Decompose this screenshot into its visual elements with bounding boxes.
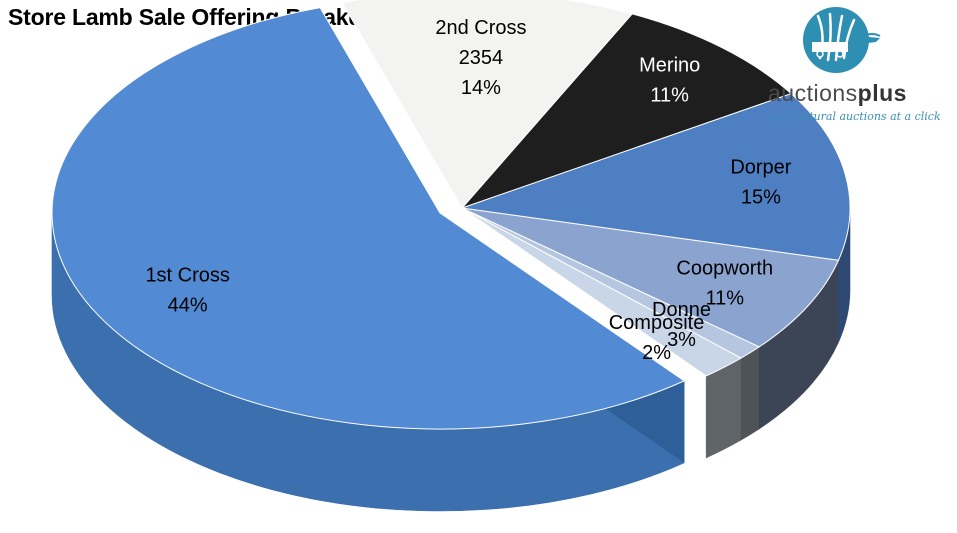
slice-label-line: 44% <box>168 294 208 316</box>
slice-label-line: 3% <box>667 329 696 351</box>
logo-wordmark-part1: auctions <box>768 80 858 106</box>
slice-label-line: 2354 <box>459 47 504 69</box>
slice-label-line: 11% <box>650 85 689 107</box>
logo-wordmark-part2: plus <box>857 80 907 106</box>
slice-label-line: 11% <box>705 288 744 310</box>
pie-slice-1st-cross <box>51 7 686 430</box>
slice-label-coopworth: Coopworth 11% <box>676 258 773 310</box>
slice-labels: 1st Cross 44% 2nd Cross 2354 14% Merino 11% Dor… <box>145 17 791 364</box>
slice-label-merino: Merino 11% <box>639 55 700 107</box>
slice-label-line: Dorper <box>730 157 791 179</box>
slice-label-line: 14% <box>461 77 501 99</box>
slice-label-line: Donne <box>652 299 711 321</box>
pie-slice-coopworth <box>461 207 840 348</box>
auctionsplus-logo: auctionsplus agricultural auctions at a … <box>768 6 950 126</box>
slice-label-composite: Composite 2% <box>609 312 705 364</box>
slice-side-composite <box>740 346 760 441</box>
pie-tops <box>51 0 851 430</box>
logo-wordmark: auctionsplus <box>768 80 907 107</box>
slice-label-line: Coopworth <box>676 258 773 280</box>
slice-label-dorper: Dorper 15% <box>730 157 791 209</box>
slice-label-donne: Donne 3% <box>652 299 711 351</box>
chart-title: Store Lamb Sale Offering Breakdown <box>8 4 408 30</box>
slice-label-line: 15% <box>741 187 781 209</box>
slice-label-line: 2nd Cross <box>435 17 526 39</box>
slice-label-line: Composite <box>609 312 705 334</box>
pie-slice-dorper <box>461 92 851 261</box>
slice-label-1st-cross: 1st Cross 44% <box>145 264 229 316</box>
pie-slice-2nd-cross <box>341 0 633 209</box>
slice-label-line: 1st Cross <box>145 264 229 286</box>
slice-label-line: 2% <box>642 342 671 364</box>
slice-label-line: Merino <box>639 55 700 77</box>
logo-tagline: agricultural auctions at a click <box>770 110 941 123</box>
pie-slice-merino <box>460 13 793 210</box>
wheat-sheaf-truck-icon <box>803 7 881 73</box>
slice-label-2nd-cross: 2nd Cross 2354 14% <box>435 17 526 99</box>
